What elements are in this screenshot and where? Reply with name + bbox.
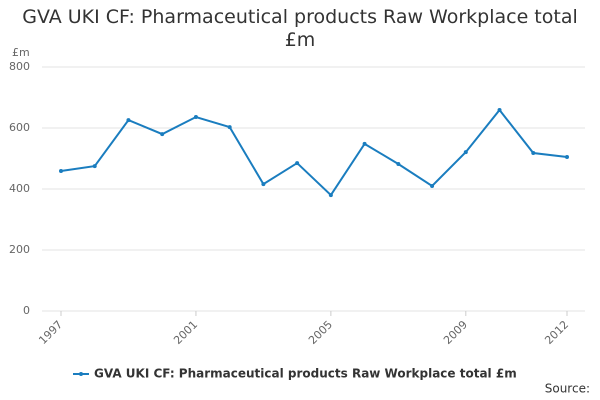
y-tick-label: 400 (9, 182, 30, 195)
point (531, 151, 536, 156)
point (261, 182, 266, 187)
x-tick-label: 1997 (36, 318, 65, 347)
point (59, 169, 63, 174)
x-tick-label: 2012 (542, 318, 571, 347)
point (92, 164, 97, 169)
point (160, 132, 165, 137)
y-tick-label: 600 (9, 121, 30, 134)
y-axis-label: £m (12, 46, 30, 59)
point (430, 183, 435, 188)
y-tick-label: 200 (9, 243, 30, 256)
x-tick-label: 2001 (171, 318, 200, 347)
point (565, 154, 569, 159)
chart-title: GVA UKI CF: Pharmaceutical products Raw … (22, 6, 578, 51)
source: Source: (545, 382, 590, 396)
point (497, 108, 502, 113)
x-tick-label: 2009 (441, 318, 470, 347)
point (396, 161, 401, 166)
legend-label: GVA UKI CF: Pharmaceutical products Raw … (94, 367, 517, 381)
point (126, 118, 131, 123)
point (362, 141, 367, 146)
y-tick-label: 800 (9, 60, 30, 73)
point (227, 125, 232, 130)
legend-swatch-dot (79, 372, 83, 376)
line (60, 108, 568, 197)
point (463, 150, 468, 155)
y-tick-label: 0 (23, 304, 30, 317)
x-tick-label: 2005 (306, 318, 335, 347)
point (295, 161, 300, 166)
point (328, 193, 333, 198)
point (193, 115, 198, 120)
